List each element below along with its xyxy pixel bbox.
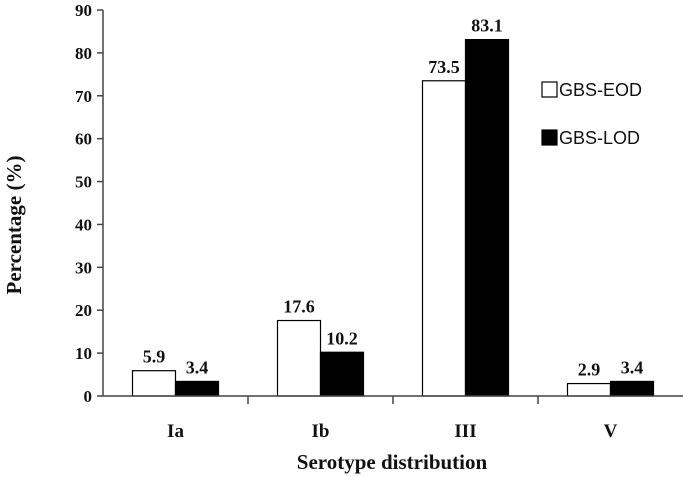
- data-label: 73.5: [428, 57, 460, 77]
- bar-gbs-eod-ib: [276, 319, 322, 397]
- y-tick-label: 70: [75, 87, 92, 106]
- data-label: 2.9: [578, 360, 601, 380]
- x-category-label: V: [604, 421, 618, 442]
- data-label: 10.2: [326, 328, 358, 348]
- x-category-label: Ia: [167, 421, 184, 442]
- legend-swatch-lod: [541, 129, 558, 146]
- bar-group: [131, 38, 655, 397]
- data-labels: 5.9 3.4 17.6 10.2 73.5 83.1 2.9 3.4: [143, 16, 644, 380]
- bar-gbs-lod-v: [609, 380, 655, 397]
- bar-gbs-lod-iii: [464, 38, 510, 397]
- legend: GBS-EOD GBS-LOD: [541, 80, 642, 148]
- bar-gbs-eod-iii: [421, 80, 467, 397]
- data-label: 83.1: [471, 16, 503, 36]
- data-label: 3.4: [186, 357, 209, 377]
- y-axis-ticks: 0 10 20 30 40 50 60 70 80 90: [75, 1, 103, 406]
- data-label: 5.9: [143, 347, 166, 367]
- y-tick-label: 0: [84, 387, 93, 406]
- x-category-label: Ib: [312, 421, 330, 442]
- bar-gbs-eod-ia: [131, 370, 177, 397]
- x-axis-categories: Ia Ib III V: [167, 396, 618, 442]
- y-tick-label: 50: [75, 173, 92, 192]
- bar-gbs-lod-ib: [319, 351, 365, 397]
- bar-gbs-lod-ia: [174, 380, 220, 397]
- data-label: 17.6: [283, 297, 315, 317]
- y-tick-label: 30: [75, 258, 92, 277]
- y-tick-label: 20: [75, 301, 92, 320]
- x-axis-title: Serotype distribution: [297, 450, 488, 474]
- legend-swatch-eod: [541, 81, 558, 98]
- legend-label-eod: GBS-EOD: [559, 80, 642, 100]
- x-category-label: III: [454, 421, 476, 442]
- y-axis-title: Percentage (%): [2, 156, 26, 295]
- y-tick-label: 80: [75, 44, 92, 63]
- data-label: 3.4: [621, 357, 644, 377]
- y-tick-label: 10: [75, 344, 92, 363]
- y-tick-label: 40: [75, 215, 92, 234]
- bar-gbs-eod-v: [566, 382, 612, 397]
- legend-label-lod: GBS-LOD: [559, 128, 640, 148]
- y-tick-label: 90: [75, 1, 92, 20]
- y-tick-label: 60: [75, 130, 92, 149]
